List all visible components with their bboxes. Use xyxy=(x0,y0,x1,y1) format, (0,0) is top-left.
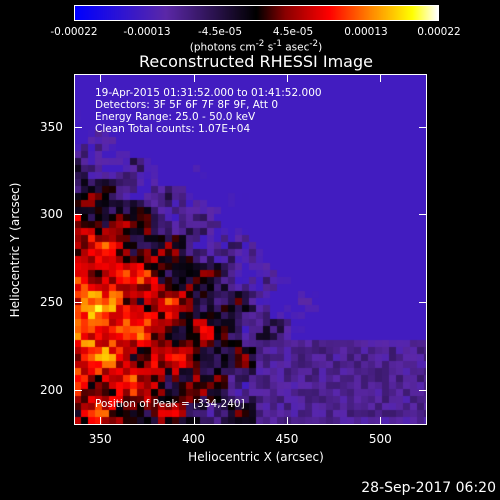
x-tick-label: 500 xyxy=(368,432,392,446)
x-tick-label: 450 xyxy=(275,432,299,446)
colorbar-label: 0.00013 xyxy=(344,26,388,38)
colorbar-label: -4.5e-05 xyxy=(197,26,243,38)
method-text: Clean Total counts: 1.07E+04 xyxy=(95,123,251,135)
heatmap-image xyxy=(74,74,427,425)
y-tick-mark xyxy=(419,389,427,391)
x-tick-mark xyxy=(100,74,102,82)
x-tick-mark xyxy=(286,417,288,425)
y-tick-mark xyxy=(74,126,82,128)
x-tick-mark xyxy=(193,74,195,82)
plot-frame xyxy=(74,74,427,425)
x-tick-mark xyxy=(380,74,382,82)
y-tick-mark xyxy=(419,126,427,128)
y-tick-mark xyxy=(74,302,82,304)
x-tick-mark xyxy=(193,417,195,425)
y-tick-label: 250 xyxy=(40,295,63,310)
time-range-text: 19-Apr-2015 01:31:52.000 to 01:41:52.000 xyxy=(95,87,322,99)
footer-date: 28-Sep-2017 06:20 xyxy=(361,480,496,496)
x-tick-label: 350 xyxy=(88,432,112,446)
y-tick-mark xyxy=(419,214,427,216)
x-tick-mark xyxy=(286,74,288,82)
x-tick-label: 400 xyxy=(182,432,205,446)
colorbar-units: (photons cm-2 s-1 asec-2) xyxy=(189,39,323,54)
y-tick-mark xyxy=(74,389,82,391)
y-tick-label: 300 xyxy=(40,207,63,222)
y-axis-label: Heliocentric Y (arcsec) xyxy=(8,182,22,318)
y-tick-label: 350 xyxy=(40,119,63,134)
y-tick-label: 200 xyxy=(40,382,63,397)
x-axis-label: Heliocentric X (arcsec) xyxy=(188,450,324,464)
colorbar-label: -0.00022 xyxy=(50,26,98,38)
colorbar xyxy=(74,5,439,21)
colorbar-label: -0.00013 xyxy=(123,26,171,38)
x-tick-mark xyxy=(380,417,382,425)
y-tick-mark xyxy=(74,214,82,216)
peak-position-text: Position of Peak = [334,240] xyxy=(95,398,245,410)
x-tick-mark xyxy=(100,417,102,425)
colorbar-label: 0.00022 xyxy=(417,26,461,38)
colorbar-label: 4.5e-05 xyxy=(272,26,314,38)
detectors-text: Detectors: 3F 5F 6F 7F 8F 9F, Att 0 xyxy=(95,99,279,111)
y-tick-mark xyxy=(419,302,427,304)
chart-title: Reconstructed RHESSI Image xyxy=(139,52,373,71)
energy-range-text: Energy Range: 25.0 - 50.0 keV xyxy=(95,111,256,123)
